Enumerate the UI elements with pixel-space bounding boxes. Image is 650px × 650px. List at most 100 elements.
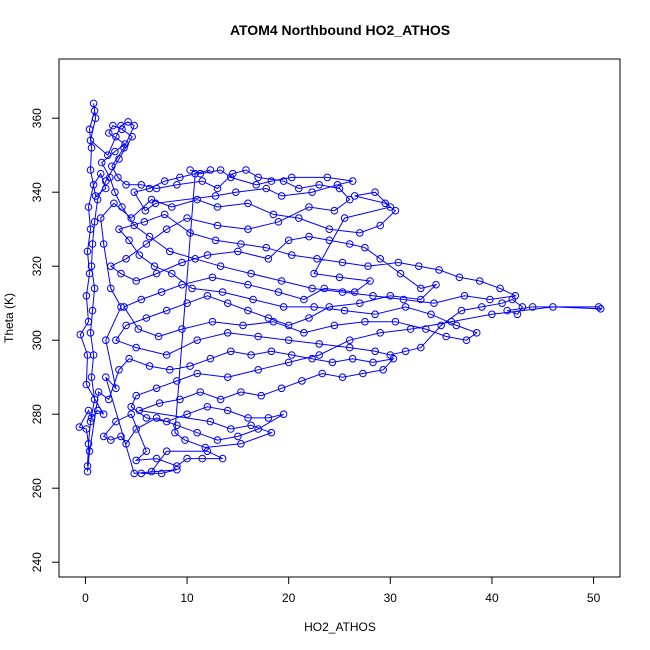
data-point	[284, 358, 293, 367]
data-point	[335, 184, 344, 193]
data-point	[361, 317, 369, 326]
data-point	[120, 303, 128, 311]
data-point	[137, 295, 146, 304]
data-point	[86, 166, 95, 174]
data-point	[112, 417, 120, 426]
data-point	[356, 229, 364, 237]
data-point	[518, 303, 527, 311]
data-point	[150, 262, 159, 271]
data-point	[96, 214, 105, 222]
x-tick-label: 40	[485, 591, 499, 605]
data-point	[90, 395, 99, 404]
data-point	[267, 177, 276, 185]
data-point	[89, 351, 98, 359]
data-point	[262, 184, 271, 193]
data-point	[203, 403, 212, 411]
data-point	[203, 251, 212, 259]
data-point	[83, 467, 92, 476]
data-point	[160, 210, 169, 219]
data-point	[83, 247, 92, 256]
data-point	[168, 269, 176, 278]
data-point	[203, 292, 212, 300]
data-point	[193, 428, 201, 437]
y-tick-label: 360	[30, 108, 44, 128]
data-point	[213, 436, 222, 444]
data-point	[183, 410, 191, 419]
data-point	[308, 188, 316, 196]
data-point	[102, 336, 110, 345]
data-point	[82, 292, 91, 300]
data-point	[350, 192, 359, 200]
data-point	[496, 284, 504, 293]
data-point	[186, 229, 194, 237]
data-point	[141, 206, 150, 215]
data-point	[132, 277, 140, 285]
data-point	[117, 303, 125, 311]
data-point	[417, 295, 425, 304]
data-point	[107, 284, 115, 293]
data-point	[121, 140, 129, 148]
data-point	[152, 454, 161, 463]
data-point	[511, 292, 520, 300]
data-point	[84, 317, 93, 326]
data-point	[237, 440, 245, 448]
data-point	[206, 354, 215, 363]
data-point	[295, 214, 303, 222]
data-point	[117, 432, 125, 441]
data-point	[76, 330, 85, 339]
data-point	[162, 417, 171, 426]
data-point	[239, 321, 247, 330]
data-point	[201, 443, 210, 452]
data-point	[134, 325, 143, 333]
data-point	[87, 414, 96, 422]
data-point	[232, 188, 240, 196]
data-point	[142, 240, 151, 248]
data-point	[247, 351, 255, 359]
data-point	[107, 436, 115, 444]
data-point	[462, 336, 471, 345]
data-point	[333, 181, 342, 189]
data-point	[211, 236, 220, 245]
data-point	[262, 243, 271, 252]
data-point	[186, 362, 194, 370]
data-point	[325, 303, 334, 311]
data-point	[340, 214, 349, 222]
data-point	[295, 184, 303, 193]
data-point	[310, 269, 318, 278]
chart-title: ATOM4 Northbound HO2_ATHOS	[230, 22, 450, 38]
data-point	[90, 284, 99, 293]
data-point	[325, 236, 334, 245]
data-point	[447, 317, 456, 326]
data-point	[503, 306, 512, 315]
data-point	[313, 254, 321, 263]
data-point	[157, 288, 166, 296]
data-point	[193, 336, 201, 345]
x-tick-label: 20	[282, 591, 296, 605]
data-point	[160, 177, 169, 185]
data-point	[269, 317, 278, 326]
data-point	[105, 395, 113, 404]
y-tick-label: 320	[30, 256, 44, 276]
data-point	[401, 347, 410, 356]
y-tick-label: 240	[30, 552, 44, 572]
data-point	[345, 240, 354, 248]
data-point	[125, 236, 133, 245]
data-point	[284, 321, 293, 330]
data-point	[279, 303, 288, 311]
data-point	[191, 254, 199, 263]
data-point	[166, 366, 174, 374]
data-point	[244, 225, 252, 233]
data-point	[389, 354, 398, 363]
data-point	[122, 181, 130, 189]
data-point	[110, 199, 118, 208]
data-point	[318, 369, 327, 378]
data-point	[155, 399, 164, 407]
data-point	[432, 280, 440, 289]
data-point	[93, 406, 102, 415]
data-point	[274, 218, 283, 226]
data-point	[135, 406, 144, 415]
data-point	[305, 232, 313, 241]
data-point	[218, 288, 227, 296]
data-point	[183, 454, 191, 463]
data-point	[488, 310, 496, 319]
